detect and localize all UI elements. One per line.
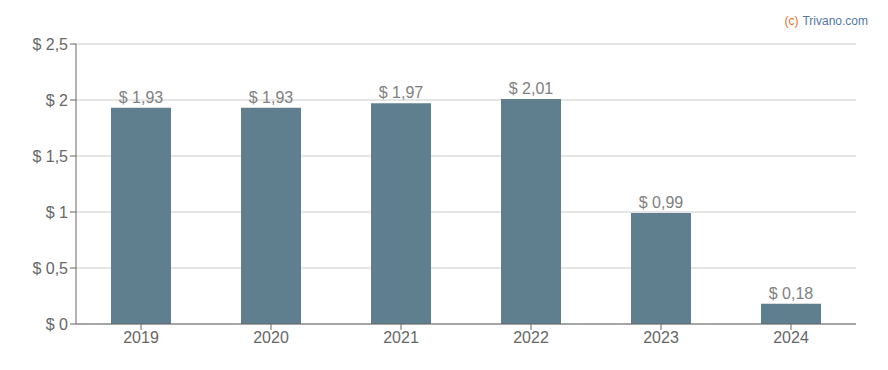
svg-text:2024: 2024 — [773, 329, 809, 346]
svg-text:$ 2: $ 2 — [46, 92, 68, 109]
svg-text:$ 0,5: $ 0,5 — [32, 260, 68, 277]
html-text:(c) Trivano.com: (c) Trivano.com — [784, 14, 868, 28]
svg-text:$ 1: $ 1 — [46, 204, 68, 221]
svg-text:$ 0,18: $ 0,18 — [769, 285, 814, 302]
svg-text:2022: 2022 — [513, 329, 549, 346]
svg-text:$ 1,5: $ 1,5 — [32, 148, 68, 165]
svg-text:$ 1,93: $ 1,93 — [249, 89, 294, 106]
svg-text:2019: 2019 — [123, 329, 159, 346]
svg-text:$ 1,97: $ 1,97 — [379, 84, 424, 101]
svg-text:2021: 2021 — [383, 329, 419, 346]
svg-text:$ 2,01: $ 2,01 — [509, 80, 554, 97]
svg-text:2020: 2020 — [253, 329, 289, 346]
svg-text:$ 1,93: $ 1,93 — [119, 89, 164, 106]
svg-text:$ 2,5: $ 2,5 — [32, 36, 68, 53]
svg-text:$ 0: $ 0 — [46, 316, 68, 333]
svg-text:2023: 2023 — [643, 329, 679, 346]
svg-text:$ 0,99: $ 0,99 — [639, 194, 684, 211]
